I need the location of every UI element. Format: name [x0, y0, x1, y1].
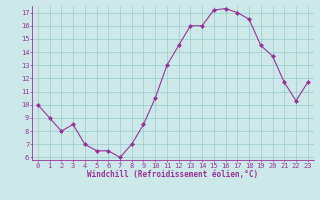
X-axis label: Windchill (Refroidissement éolien,°C): Windchill (Refroidissement éolien,°C)	[87, 170, 258, 179]
